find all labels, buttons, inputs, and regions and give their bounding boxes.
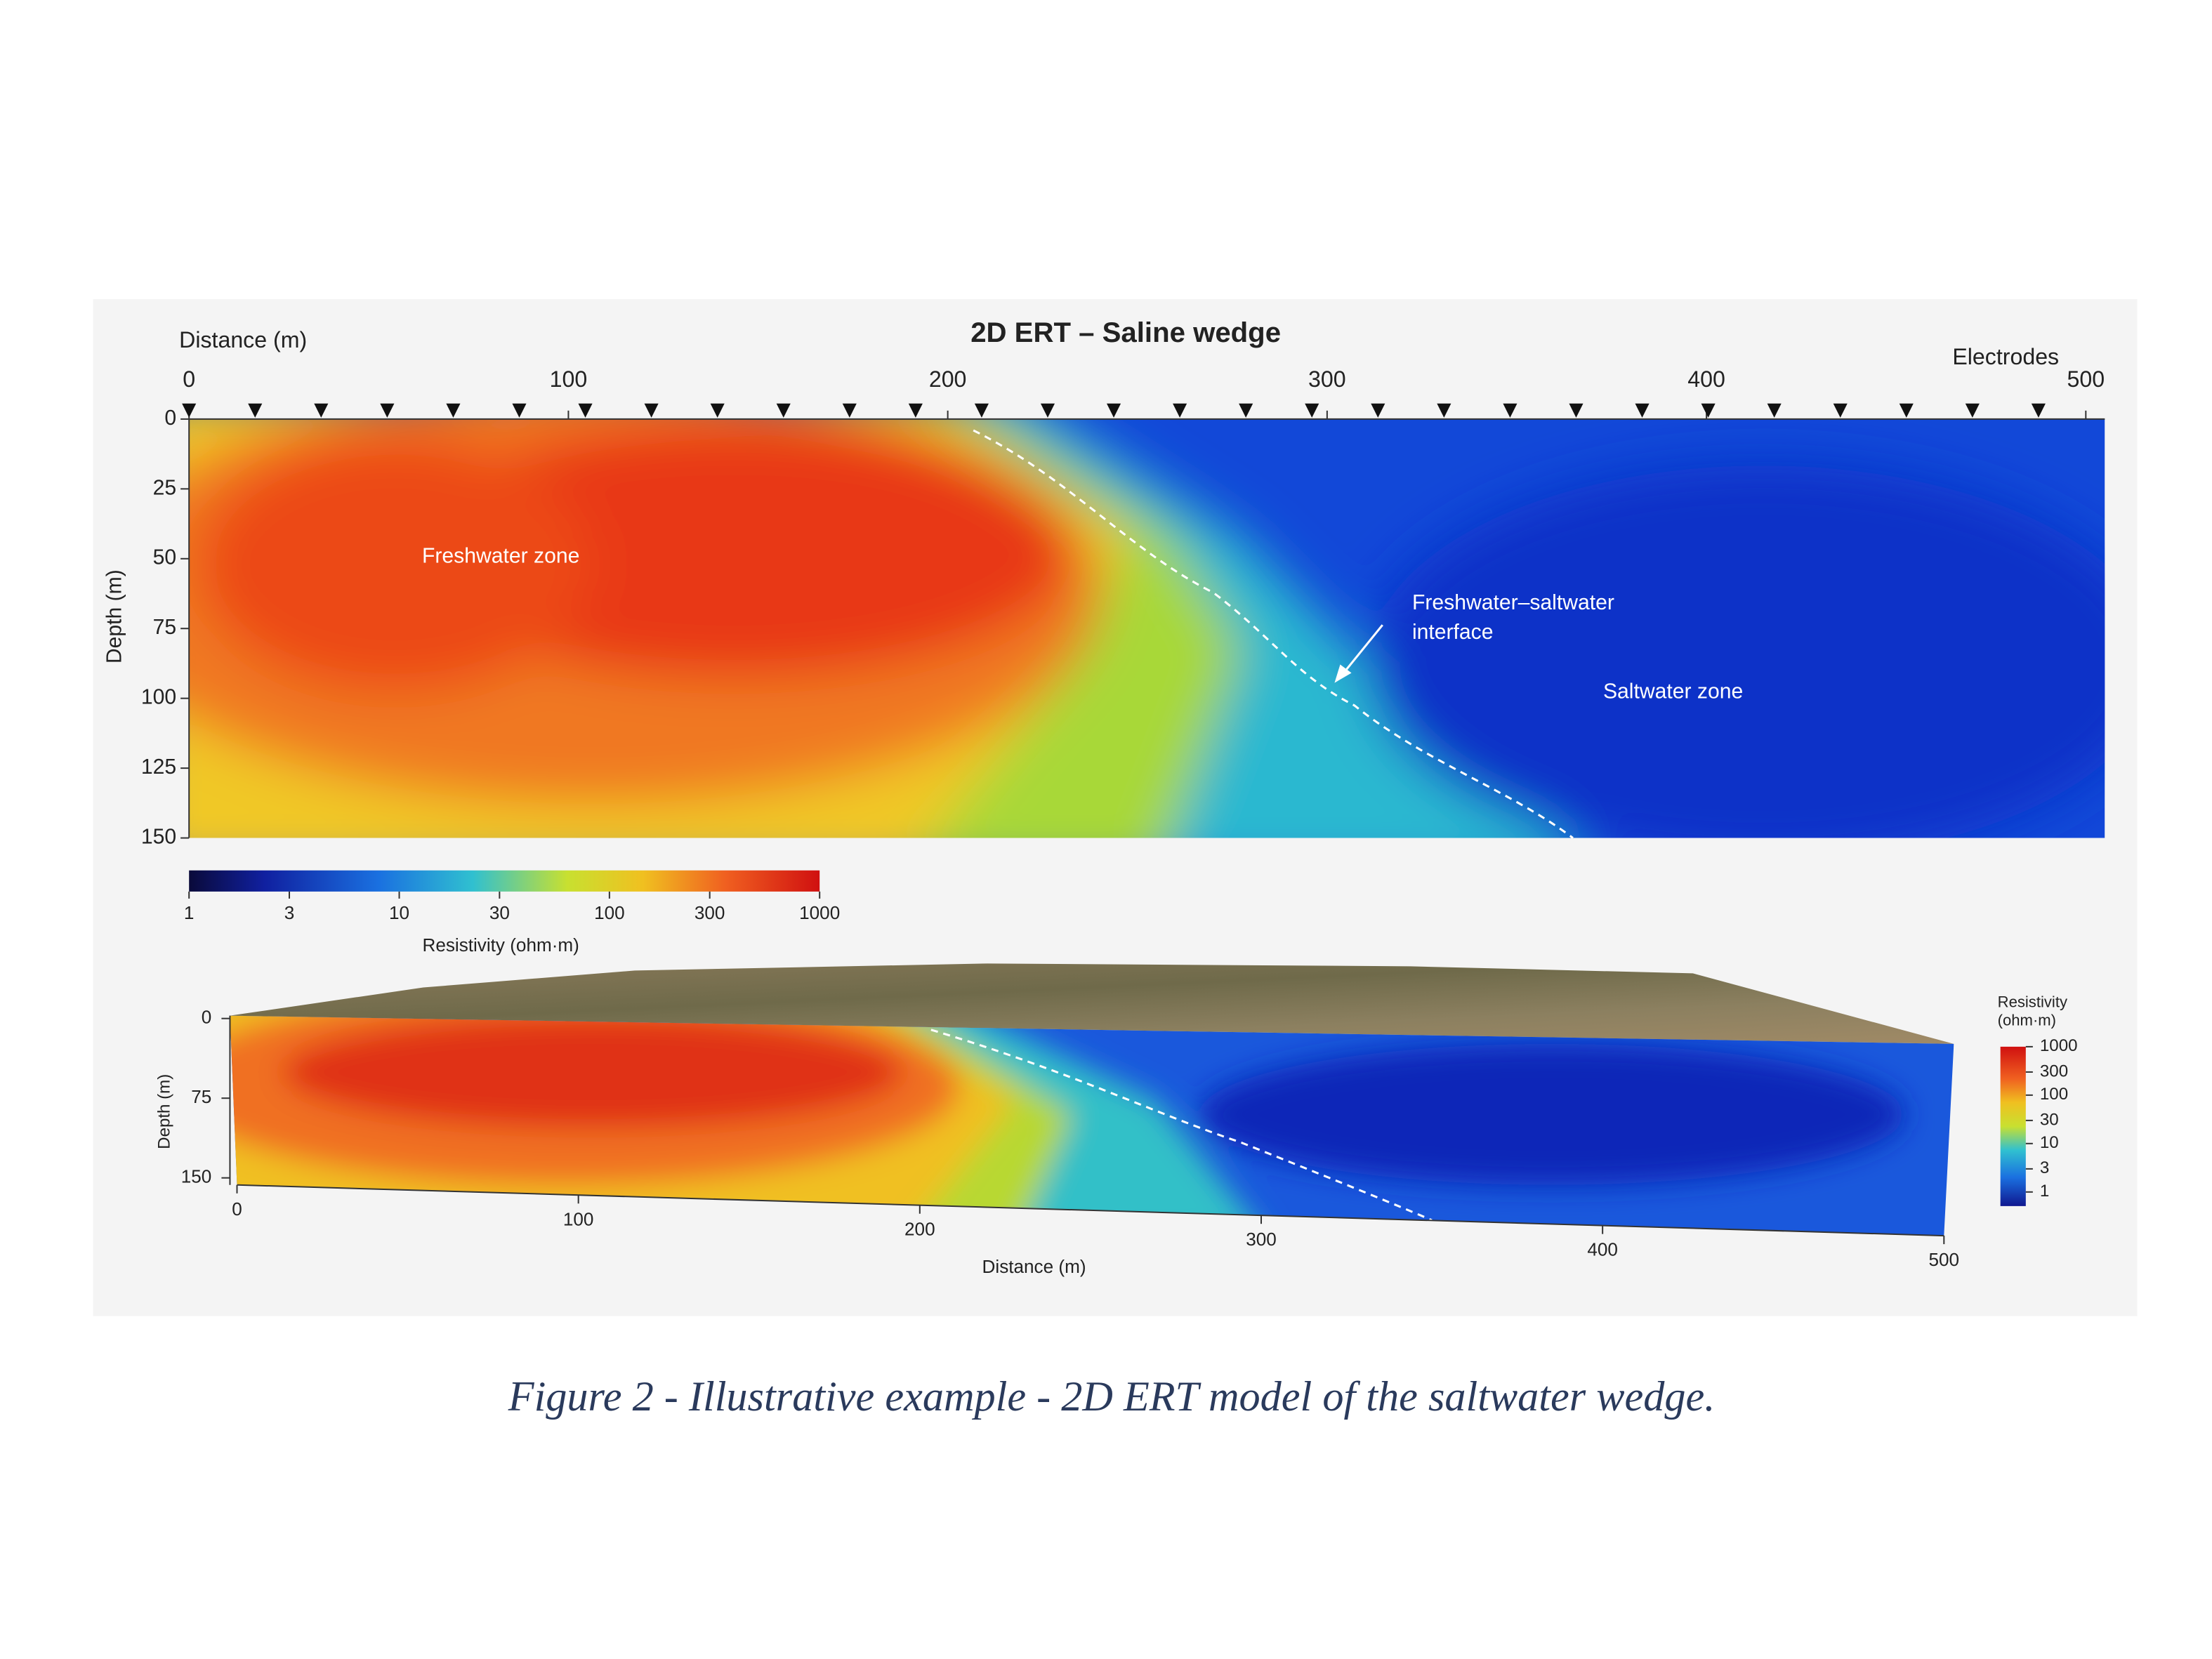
x-tick-label: 500 — [1929, 1249, 1960, 1270]
colorbar-tick-label: 3 — [284, 902, 295, 923]
x-tick-label: 100 — [563, 1208, 594, 1229]
electrode — [578, 403, 593, 418]
electrode — [380, 403, 395, 418]
electrode — [1701, 403, 1716, 418]
electrode — [1371, 403, 1385, 418]
y-tick-label: 150 — [141, 826, 176, 849]
electrode — [644, 403, 659, 418]
y-axis-label: Depth (m) — [154, 1074, 173, 1149]
electrode — [974, 403, 989, 418]
y-axis-label: Depth (m) — [103, 569, 126, 663]
electrode — [1503, 403, 1518, 418]
electrode — [776, 403, 791, 418]
resistivity-block — [230, 1015, 1954, 1236]
electrode — [2031, 403, 2046, 418]
caption: Figure 2 - Illustrative example - 2D ERT… — [508, 1373, 1716, 1420]
electrode — [908, 403, 923, 418]
annotation: Freshwater–saltwater — [1412, 591, 1614, 614]
x-axis-label: Distance (m) — [179, 327, 307, 352]
electrode — [710, 403, 725, 418]
electrode — [1305, 403, 1319, 418]
colorbar — [2000, 1046, 2026, 1206]
x-tick-label: 0 — [232, 1198, 242, 1220]
colorbar-tick-label: 300 — [2040, 1062, 2068, 1080]
annotation: interface — [1412, 621, 1494, 644]
colorbar-tick-label: 30 — [2040, 1110, 2059, 1129]
y-tick-label: 75 — [191, 1086, 211, 1107]
y-tick-label: 125 — [141, 755, 176, 779]
colorbar-tick-label: 1000 — [2040, 1036, 2078, 1055]
bottom-axis — [237, 1184, 1944, 1237]
colorbar-tick-label: 1 — [2040, 1182, 2049, 1201]
annotation: Freshwater zone — [422, 545, 579, 568]
terrain-surface — [230, 963, 1954, 1044]
electrode — [1239, 403, 1253, 418]
y-tick-label: 0 — [202, 1007, 212, 1028]
electrode — [1767, 403, 1782, 418]
x-tick-label: 100 — [550, 366, 588, 392]
y-tick-label: 100 — [141, 686, 176, 709]
arrow — [1339, 624, 1383, 678]
colorbar-tick-label: 10 — [389, 902, 409, 923]
electrode — [182, 403, 197, 418]
electrode — [446, 403, 461, 418]
x-tick-label: 200 — [904, 1219, 935, 1240]
x-tick-label: 500 — [2067, 366, 2105, 392]
colorbar-tick-label: 30 — [489, 902, 510, 923]
x-tick-label: 300 — [1246, 1229, 1277, 1250]
colorbar-tick-label: 300 — [694, 902, 725, 923]
y-tick-label: 0 — [164, 407, 176, 430]
y-tick-label: 50 — [153, 546, 177, 569]
electrode — [314, 403, 329, 418]
electrode — [1899, 403, 1914, 418]
colorbar-tick-label: 100 — [594, 902, 625, 923]
chart-title: 2D ERT – Saline wedge — [970, 317, 1281, 348]
interface-line — [930, 1029, 1433, 1222]
colorbar-tick-label: 100 — [2040, 1085, 2068, 1104]
electrode — [248, 403, 263, 418]
x-tick-label: 0 — [183, 366, 195, 392]
annotation: Saltwater zone — [1603, 680, 1743, 703]
x-axis-label: Distance (m) — [982, 1256, 1086, 1277]
electrode — [1437, 403, 1451, 418]
colorbar-label: Resistivity (ohm·m) — [422, 934, 579, 956]
electrode — [1965, 403, 1980, 418]
x-tick-label: 300 — [1308, 366, 1346, 392]
resistivity-section — [189, 418, 2105, 838]
y-tick-label: 75 — [153, 616, 177, 639]
y-tick-label: 25 — [153, 476, 177, 499]
electrode — [842, 403, 857, 418]
electrode — [1040, 403, 1055, 418]
colorbar-tick-label: 1 — [184, 902, 195, 923]
electrode — [1107, 403, 1121, 418]
colorbar-label: (ohm·m) — [1998, 1012, 2056, 1029]
electrodes-label: Electrodes — [1952, 344, 2059, 369]
electrode — [1173, 403, 1187, 418]
colorbar-label: Resistivity — [1998, 993, 2067, 1010]
electrode — [1833, 403, 1848, 418]
colorbar — [189, 870, 820, 892]
colorbar-tick-label: 3 — [2040, 1158, 2049, 1177]
y-tick-label: 150 — [181, 1166, 212, 1187]
electrode — [1635, 403, 1650, 418]
x-tick-label: 400 — [1587, 1239, 1618, 1260]
electrode — [512, 403, 527, 418]
electrode — [1569, 403, 1584, 418]
colorbar-tick-label: 1000 — [799, 902, 840, 923]
colorbar-tick-label: 10 — [2040, 1133, 2059, 1152]
x-tick-label: 400 — [1687, 366, 1725, 392]
x-tick-label: 200 — [929, 366, 967, 392]
